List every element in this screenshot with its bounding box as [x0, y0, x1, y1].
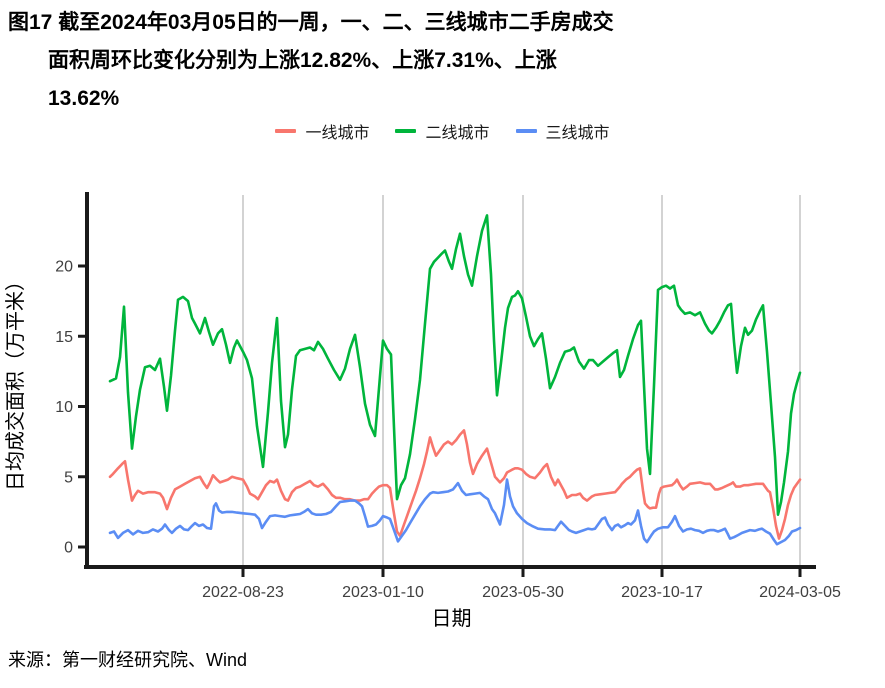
series-line-tier3	[108, 478, 802, 546]
x-tick-label: 2024-03-05	[759, 584, 841, 601]
title-line-3: 13.62%	[48, 87, 120, 110]
source-note: 来源：第一财经研究院、Wind	[8, 650, 248, 670]
y-tick-label: 5	[64, 469, 73, 486]
legend-label-tier1: 一线城市	[305, 125, 370, 142]
x-tick-label: 2023-05-30	[482, 584, 564, 601]
title-line-1: 图17 截至2024年03月05日的一周，一、二、三线城市二手房成交	[8, 11, 614, 34]
y-tick-label: 10	[55, 399, 73, 416]
legend-key-tier1	[275, 129, 297, 133]
legend-item-tier2: 二线城市	[395, 119, 490, 143]
legend-label-tier2: 二线城市	[425, 125, 490, 142]
x-axis-title: 日期	[432, 608, 472, 630]
series-line-tier1	[108, 429, 802, 540]
y-tick-label: 0	[64, 540, 73, 557]
legend-label-tier3: 三线城市	[545, 125, 610, 142]
x-tick-label: 2022-08-23	[202, 584, 284, 601]
series-line-tier2	[108, 214, 802, 517]
legend-item-tier3: 三线城市	[515, 119, 610, 143]
legend-key-tier3	[515, 129, 537, 133]
legend-key-tier2	[395, 129, 417, 133]
y-axis-title: 日均成交面积（万平米）	[4, 271, 27, 491]
chart-canvas: 0 5 10 15 20 2022-08-23 2023-01-10 2023-05-30 20…	[4, 192, 841, 630]
figure-title: 图17 截至2024年03月05日的一周，一、二、三线城市二手房成交 面积周环比…	[0, 4, 875, 118]
x-tick-label: 2023-01-10	[342, 584, 424, 601]
y-tick-label: 20	[55, 259, 73, 276]
y-tick-label: 15	[55, 329, 73, 346]
legend-item-tier1: 一线城市	[275, 119, 369, 143]
x-tick-label: 2023-10-17	[621, 584, 703, 601]
chart-legend: 一线城市 二线城市 三线城市	[0, 116, 885, 146]
title-line-2: 面积周环比变化分别为上涨12.82%、上涨7.31%、上涨	[48, 49, 557, 72]
